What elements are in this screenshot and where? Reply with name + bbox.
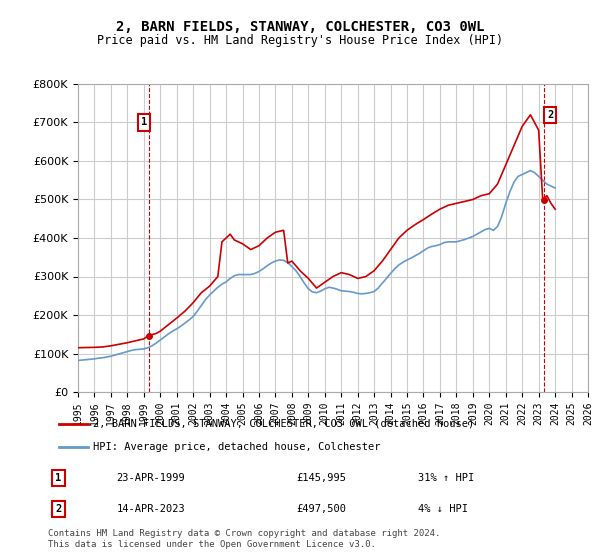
Text: Price paid vs. HM Land Registry's House Price Index (HPI): Price paid vs. HM Land Registry's House … bbox=[97, 34, 503, 46]
Text: £497,500: £497,500 bbox=[296, 504, 346, 514]
Text: 1: 1 bbox=[140, 118, 147, 128]
Text: £145,995: £145,995 bbox=[296, 473, 346, 483]
Text: 1: 1 bbox=[55, 473, 62, 483]
Text: 2, BARN FIELDS, STANWAY, COLCHESTER, CO3 0WL: 2, BARN FIELDS, STANWAY, COLCHESTER, CO3… bbox=[116, 20, 484, 34]
Text: 31% ↑ HPI: 31% ↑ HPI bbox=[418, 473, 474, 483]
Text: Contains HM Land Registry data © Crown copyright and database right 2024.
This d: Contains HM Land Registry data © Crown c… bbox=[48, 529, 440, 549]
Text: 14-APR-2023: 14-APR-2023 bbox=[116, 504, 185, 514]
Text: 2: 2 bbox=[547, 110, 553, 120]
Text: 23-APR-1999: 23-APR-1999 bbox=[116, 473, 185, 483]
Text: HPI: Average price, detached house, Colchester: HPI: Average price, detached house, Colc… bbox=[93, 442, 380, 452]
Text: 2: 2 bbox=[55, 504, 62, 514]
Text: 4% ↓ HPI: 4% ↓ HPI bbox=[418, 504, 467, 514]
Text: 2, BARN FIELDS, STANWAY, COLCHESTER, CO3 0WL (detached house): 2, BARN FIELDS, STANWAY, COLCHESTER, CO3… bbox=[93, 419, 474, 429]
